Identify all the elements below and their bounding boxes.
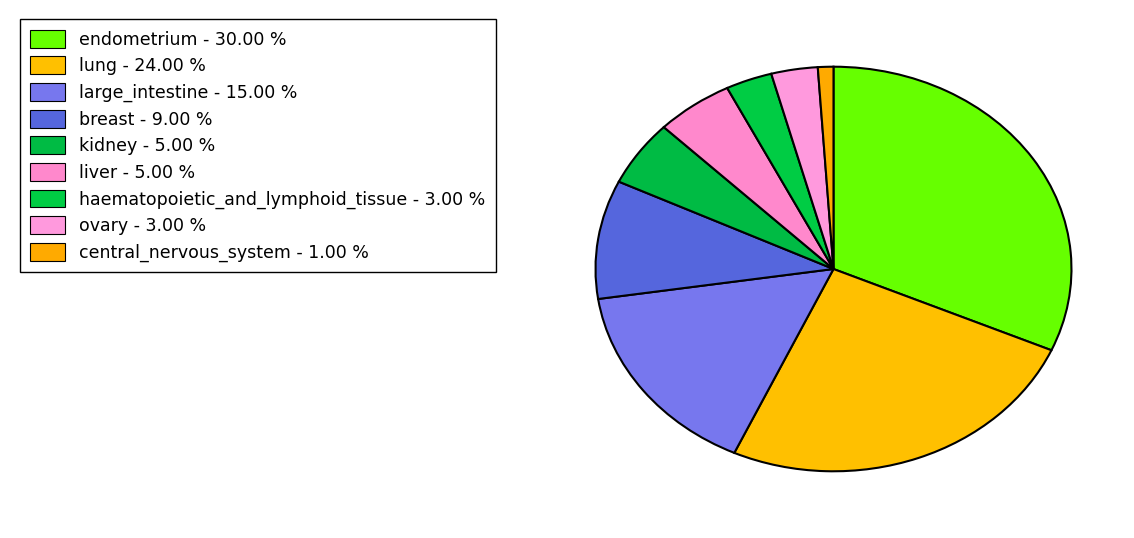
Wedge shape — [598, 269, 833, 453]
Wedge shape — [833, 67, 1072, 350]
Wedge shape — [663, 88, 833, 269]
Wedge shape — [735, 269, 1051, 471]
Wedge shape — [727, 74, 833, 269]
Wedge shape — [619, 127, 833, 269]
Wedge shape — [818, 67, 833, 269]
Legend: endometrium - 30.00 %, lung - 24.00 %, large_intestine - 15.00 %, breast - 9.00 : endometrium - 30.00 %, lung - 24.00 %, l… — [20, 19, 496, 272]
Wedge shape — [771, 67, 833, 269]
Wedge shape — [595, 182, 833, 299]
